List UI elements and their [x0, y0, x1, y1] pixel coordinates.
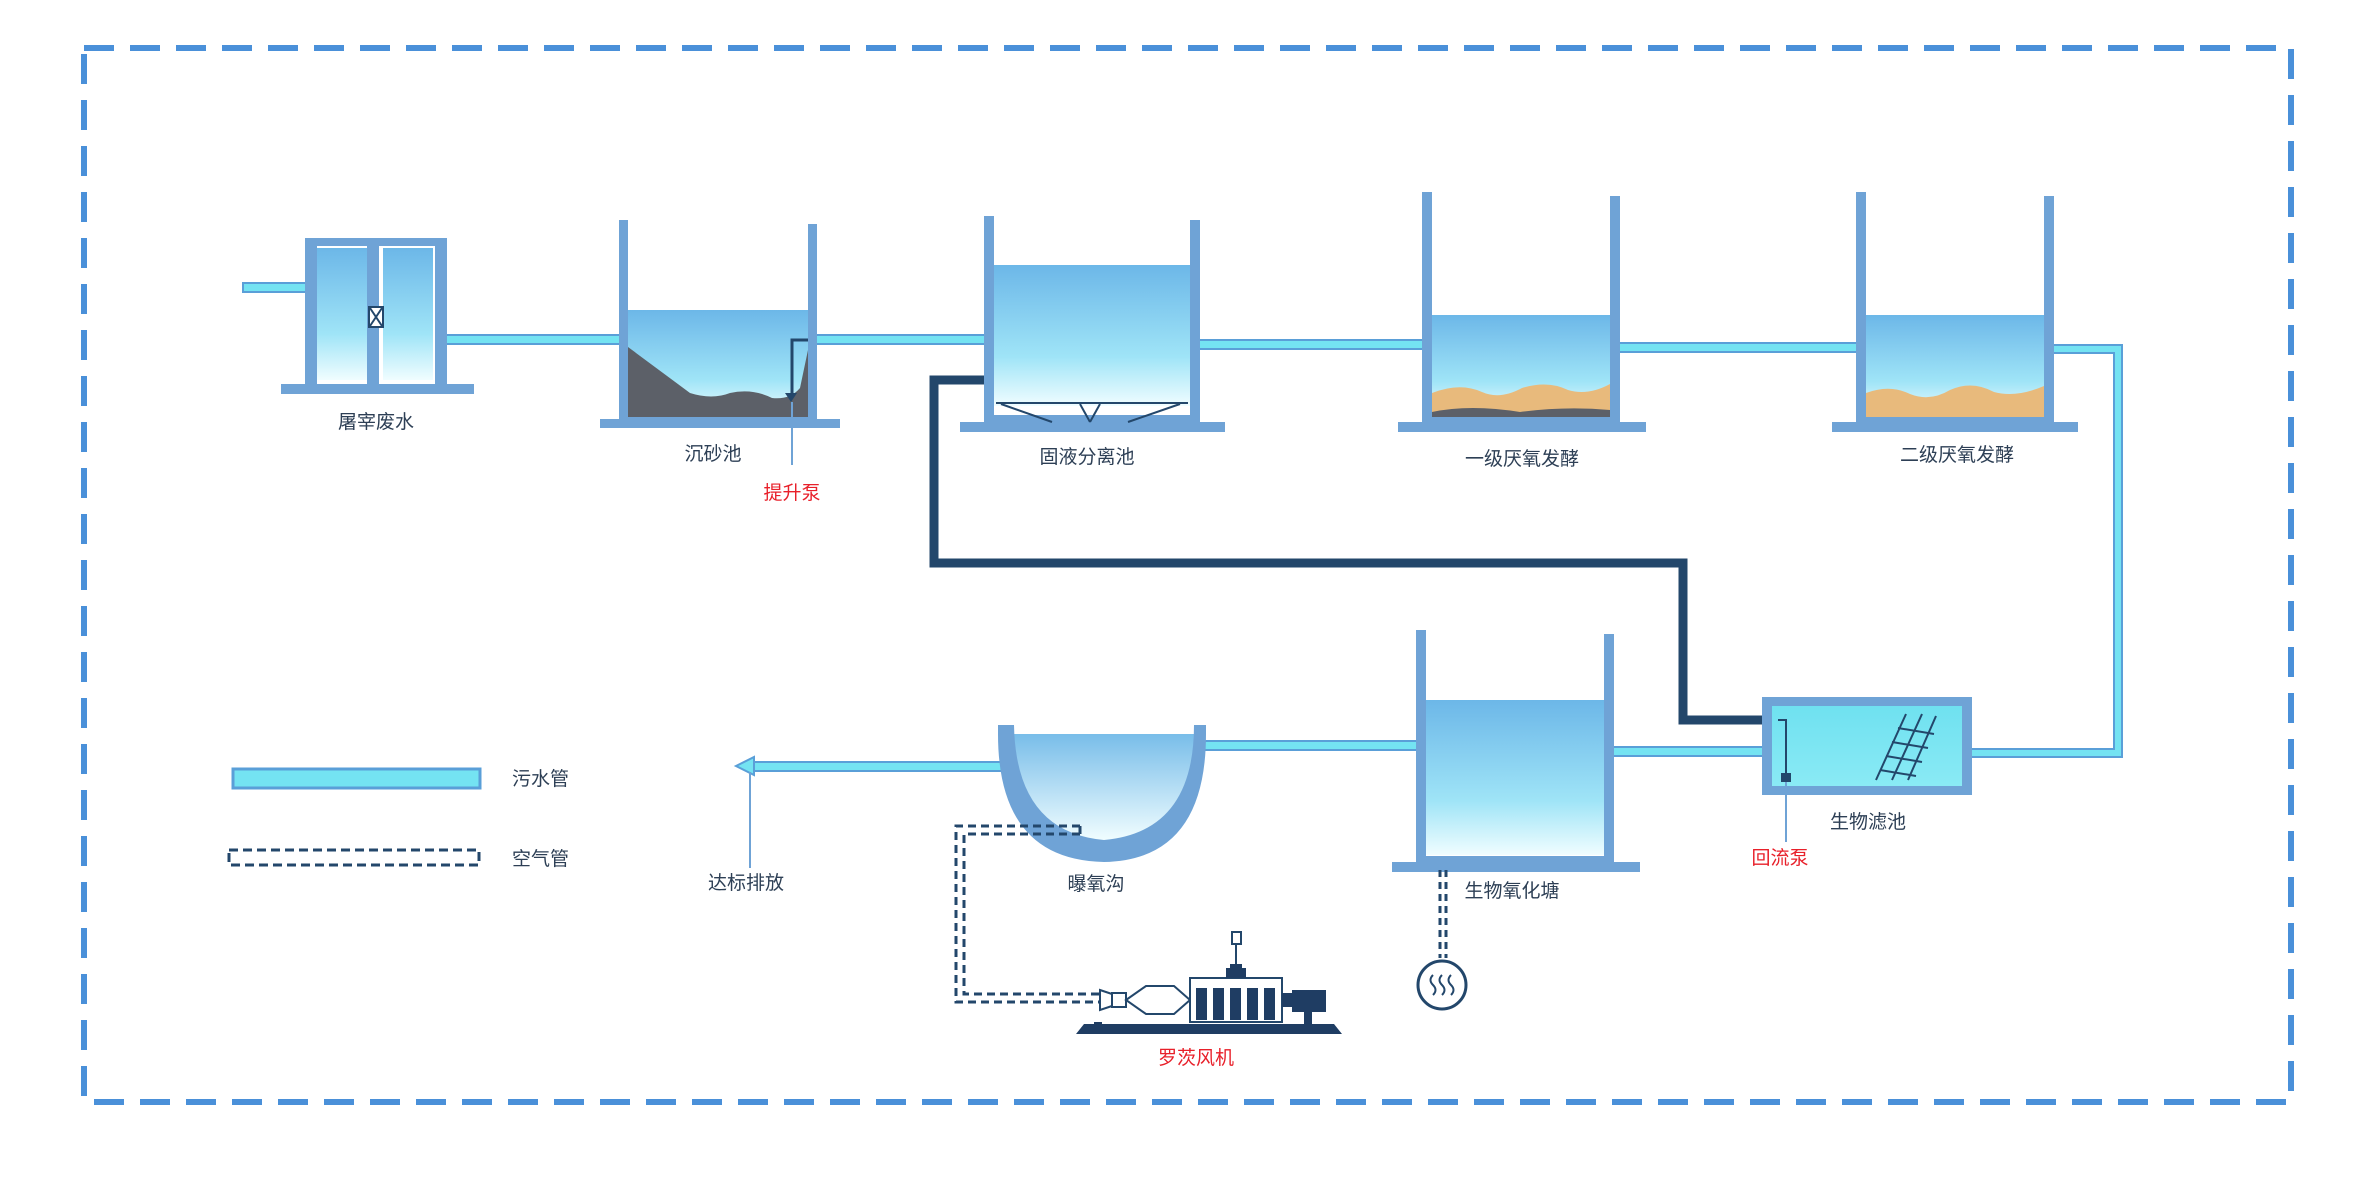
label-oxpond: 生物氧化塘 — [1464, 880, 1559, 902]
boundary-frame — [81, 45, 2294, 1105]
outlet-arrow-icon — [733, 755, 755, 777]
pipe-anaerobic1-anaerobic2 — [1613, 342, 1863, 353]
pipe-oxpond-aeration — [1195, 740, 1421, 751]
legend-sewage-swatch — [231, 767, 482, 790]
label-anaerobic2: 二级厌氧发酵 — [1900, 444, 2014, 466]
anaerobic2-sediment — [1866, 385, 2044, 417]
heater-icon — [1416, 959, 1468, 1011]
legend-sewage-label: 污水管 — [512, 768, 569, 790]
label-blower: 罗茨风机 — [1158, 1047, 1234, 1069]
label-lift-pump: 提升泵 — [763, 482, 820, 504]
return-pump-icon — [1781, 773, 1791, 782]
label-grit: 沉砂池 — [684, 443, 741, 465]
return-sludge-pipe — [929, 375, 1778, 725]
pipe-grit-separator — [807, 334, 991, 345]
valve-icon — [368, 306, 384, 328]
unit-separator — [960, 216, 1225, 432]
legend: 污水管 空气管 — [227, 767, 569, 870]
grit-sludge — [628, 347, 808, 417]
lift-pump-icon — [785, 393, 797, 402]
unit-oxidation-pond — [1392, 630, 1640, 1011]
filter-media — [1875, 713, 1937, 781]
separator-screen — [996, 402, 1188, 423]
pipe-aeration-outlet — [747, 761, 1005, 772]
legend-air-swatch — [227, 848, 481, 867]
roots-blower-icon — [1076, 931, 1342, 1034]
pipe-biofilter-oxpond — [1607, 746, 1769, 757]
unit-anaerobic2 — [1832, 192, 2078, 432]
label-anaerobic1: 一级厌氧发酵 — [1465, 448, 1579, 470]
air-pipe — [954, 824, 1100, 1004]
label-slaughter: 屠宰废水 — [338, 411, 414, 433]
unit-anaerobic1 — [1398, 192, 1646, 432]
legend-air-label: 空气管 — [512, 848, 569, 870]
label-return-pump: 回流泵 — [1751, 847, 1808, 869]
unit-aeration-ditch — [998, 725, 1206, 862]
label-separator: 固液分离池 — [1039, 446, 1134, 468]
label-aeration: 曝氧沟 — [1067, 873, 1124, 895]
unit-grit-chamber — [600, 220, 840, 465]
return-pump-line — [1778, 719, 1787, 775]
lift-pump-line — [790, 338, 808, 394]
unit-slaughter — [281, 238, 474, 394]
pipe-slaughter-grit — [443, 334, 629, 345]
label-outlet: 达标排放 — [708, 872, 784, 894]
label-biofilter: 生物滤池 — [1830, 811, 1906, 833]
unit-biofilter — [1762, 697, 1972, 842]
pipe-separator-anaerobic1 — [1193, 339, 1429, 350]
